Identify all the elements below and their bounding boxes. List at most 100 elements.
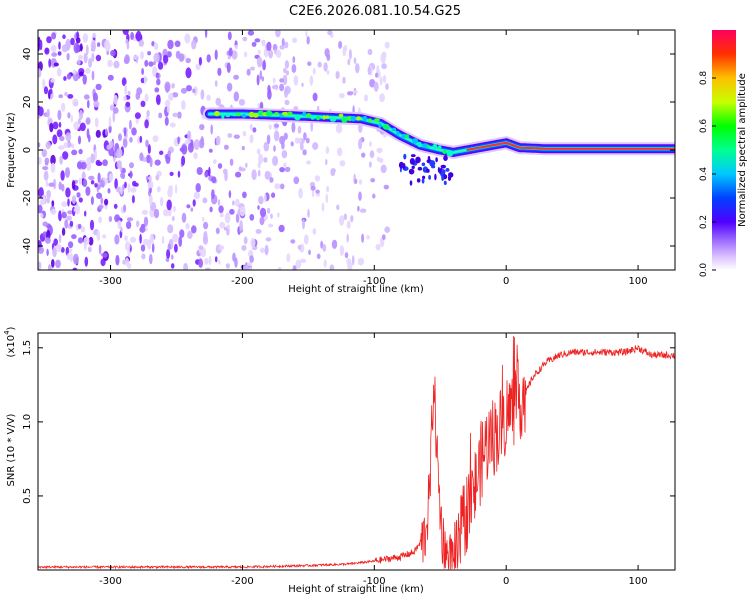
noise-cell: [139, 233, 142, 244]
noise-cell: [140, 100, 146, 108]
ridge-blob: [391, 127, 397, 132]
noise-cell: [67, 252, 70, 260]
noise-cell: [38, 261, 42, 270]
noise-cell: [214, 49, 218, 61]
noise-cell: [84, 256, 89, 267]
colorbar-gradient: [712, 30, 736, 270]
noise-cell: [279, 183, 285, 190]
spectrogram-xlabel: Height of straight line (km): [288, 284, 424, 295]
noise-cell: [70, 37, 75, 46]
noise-cell: [149, 233, 154, 245]
noise-cell: [331, 239, 338, 249]
noise-cell: [298, 188, 303, 199]
noise-cell: [343, 213, 347, 221]
noise-cell: [53, 62, 59, 67]
noise-cell: [181, 100, 186, 110]
noise-cell: [67, 142, 72, 148]
noise-cell: [257, 169, 261, 177]
noise-cell: [113, 107, 119, 114]
noise-cell: [195, 183, 201, 193]
noise-cell: [284, 99, 290, 106]
noise-cell: [264, 193, 267, 203]
noise-cell: [52, 121, 59, 130]
noise-cell: [44, 237, 51, 244]
noise-cell: [140, 51, 144, 60]
ridge-scatter: [421, 162, 426, 167]
noise-cell: [83, 236, 90, 246]
noise-cell: [42, 166, 49, 171]
noise-cell: [196, 167, 203, 175]
noise-cell: [80, 226, 86, 233]
noise-cell: [91, 52, 95, 63]
x-tick-label: 0: [503, 576, 509, 587]
noise-cell: [50, 208, 57, 215]
noise-cell: [158, 112, 163, 119]
ridge-blob: [378, 123, 382, 128]
colorbar: 0.0 0.2 0.4 0.6 0.8 Normalized spectral ampl…: [699, 30, 748, 277]
noise-cell: [174, 40, 181, 48]
noise-cell: [50, 44, 57, 53]
noise-cell: [193, 139, 200, 151]
ridge-blob: [426, 144, 430, 149]
ridge-blob: [302, 111, 307, 117]
noise-cell: [43, 86, 49, 95]
noise-cell: [247, 262, 252, 267]
noise-cell: [144, 93, 149, 102]
noise-cell: [227, 133, 233, 138]
noise-cell: [284, 41, 289, 49]
noise-cell: [138, 39, 144, 47]
noise-cell: [367, 48, 373, 56]
noise-cell: [164, 116, 169, 126]
noise-cell: [72, 253, 79, 265]
noise-cell: [177, 170, 181, 178]
noise-cell: [226, 82, 233, 92]
noise-cell: [155, 94, 161, 105]
x-tick-label: -300: [99, 576, 122, 587]
noise-cell: [166, 199, 172, 211]
noise-cell: [191, 39, 197, 50]
noise-cell: [124, 241, 131, 252]
noise-cell: [159, 150, 164, 155]
noise-cell: [342, 47, 346, 57]
noise-cell: [370, 178, 376, 183]
noise-cell: [225, 263, 230, 269]
noise-cell: [174, 184, 178, 194]
noise-cell: [339, 93, 345, 99]
noise-cell: [58, 121, 62, 128]
noise-cell: [185, 223, 190, 230]
noise-cell: [243, 265, 250, 270]
noise-cell: [233, 74, 240, 80]
noise-cell: [185, 67, 192, 79]
noise-cell: [41, 149, 48, 158]
svg-text:(x104): (x104): [3, 326, 17, 357]
snr-scale-exp: 4: [3, 330, 11, 335]
snr-plot-area: [38, 333, 675, 570]
noise-cell: [262, 59, 266, 71]
noise-cell: [62, 34, 66, 39]
noise-cell: [384, 226, 391, 233]
noise-cell: [323, 62, 328, 72]
colorbar-label: Normalized spectral amplitude: [737, 73, 748, 227]
noise-cell: [51, 32, 57, 40]
noise-cell: [71, 149, 78, 156]
noise-cell: [49, 122, 54, 133]
noise-cell: [169, 122, 176, 128]
noise-cell: [116, 148, 123, 159]
noise-cell: [238, 98, 246, 106]
noise-cell: [91, 41, 96, 53]
noise-cell: [329, 264, 335, 270]
noise-cell: [267, 84, 271, 94]
noise-cell: [379, 76, 383, 86]
noise-cell: [181, 144, 188, 155]
noise-cell: [204, 257, 209, 265]
noise-cell: [369, 161, 372, 168]
noise-cell: [74, 179, 78, 184]
x-tick-label: 0: [503, 276, 509, 287]
noise-cell: [46, 197, 50, 204]
noise-cell: [215, 227, 220, 235]
noise-cell: [102, 159, 108, 167]
noise-cell: [256, 56, 263, 68]
noise-cell: [250, 237, 256, 248]
noise-cell: [254, 38, 261, 43]
y-tick-label: 0.5: [22, 488, 33, 504]
